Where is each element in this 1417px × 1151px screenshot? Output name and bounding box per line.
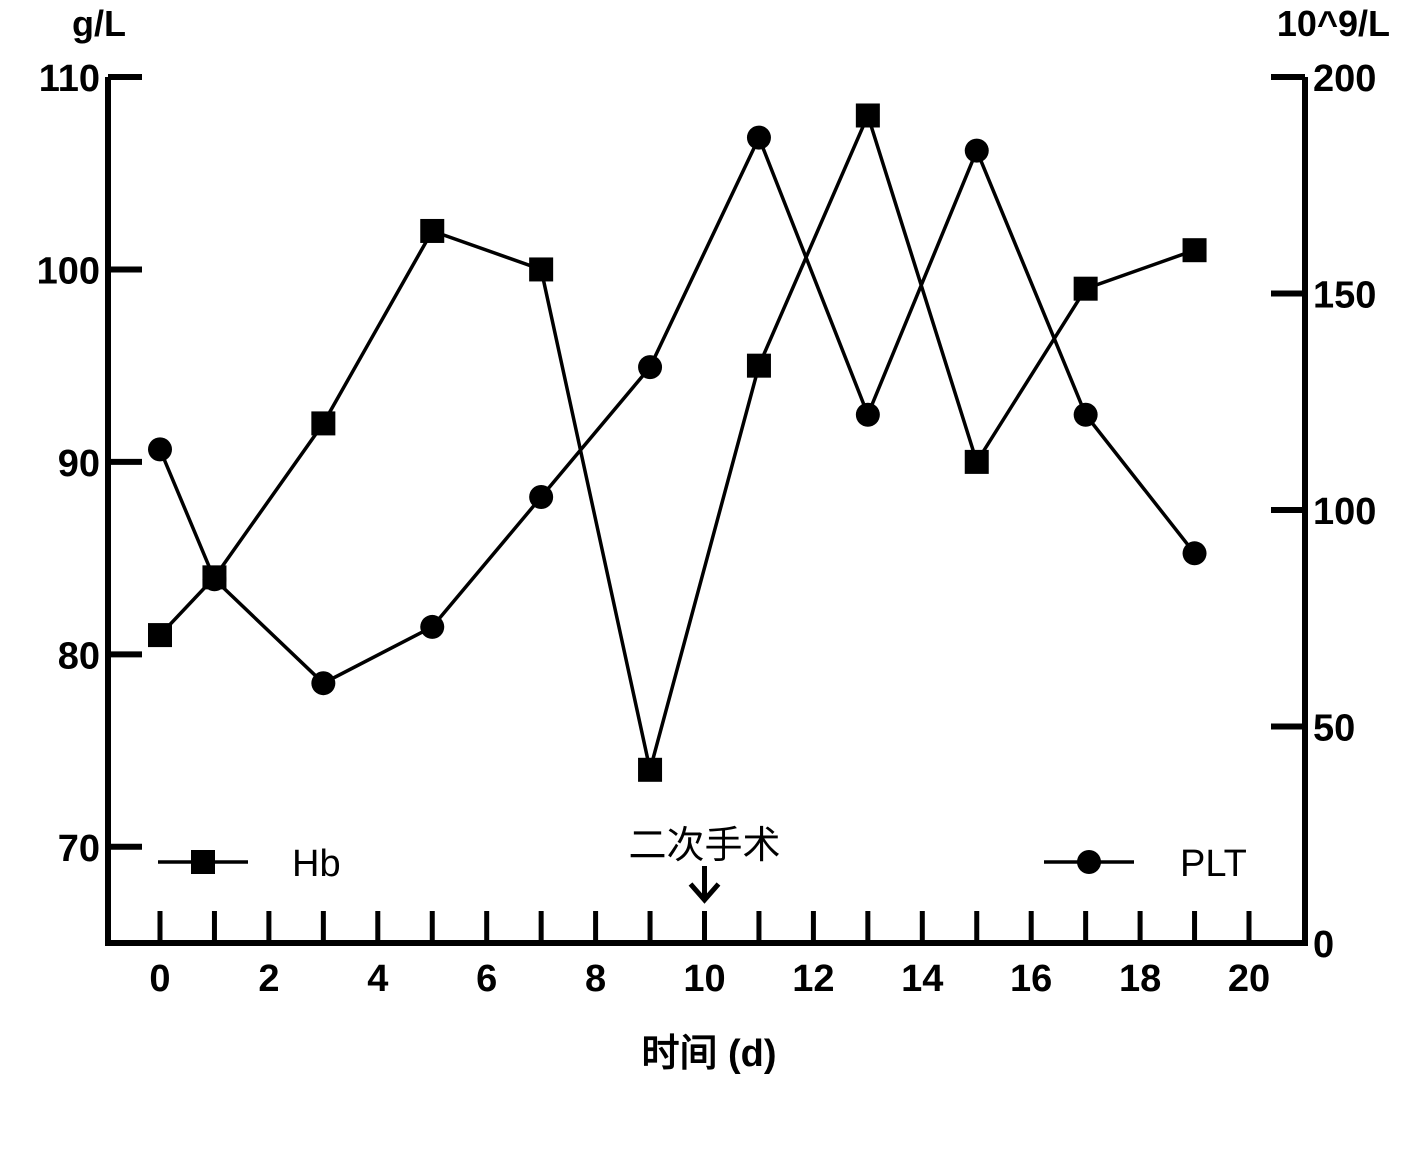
- data-point-hb: [529, 257, 554, 282]
- data-point-plt: [746, 125, 771, 150]
- x-tick-label: 6: [476, 958, 497, 1000]
- left-tick-label: 100: [37, 250, 100, 292]
- left-tick-label: 90: [58, 443, 100, 485]
- legend-label-hb: Hb: [292, 843, 341, 885]
- data-point-hb: [964, 449, 989, 474]
- data-point-hb: [1073, 276, 1098, 301]
- series-line-plt: [158, 133, 1196, 686]
- x-tick-label: 0: [149, 958, 170, 1000]
- left-tick-label: 70: [58, 828, 100, 870]
- data-point-plt: [1073, 402, 1098, 427]
- data-point-hb: [1182, 238, 1207, 263]
- data-point-plt: [420, 614, 445, 639]
- right-tick-label: 150: [1313, 275, 1376, 317]
- data-point-hb: [420, 218, 445, 243]
- x-tick-label: 2: [258, 958, 279, 1000]
- data-point-hb: [638, 757, 663, 782]
- left-unit-label: g/L: [72, 3, 126, 44]
- data-point-plt: [855, 402, 880, 427]
- series-line-hb: [158, 110, 1196, 771]
- data-point-plt: [529, 485, 554, 510]
- data-point-plt: [1182, 541, 1207, 566]
- data-point-plt: [638, 355, 663, 380]
- left-tick-label: 110: [39, 58, 100, 100]
- annotation-arrow-head: [688, 882, 721, 904]
- data-point-plt: [202, 567, 227, 592]
- x-tick-label: 8: [585, 958, 606, 1000]
- series: [148, 103, 1207, 782]
- x-tick-label: 20: [1228, 958, 1270, 1000]
- data-point-plt: [311, 671, 336, 696]
- x-axis-label: 时间 (d): [641, 1033, 776, 1075]
- right-tick-label: 100: [1313, 491, 1376, 533]
- data-point-hb: [148, 623, 172, 648]
- right-unit-label: 10^9/L: [1277, 3, 1390, 44]
- data-point-hb: [855, 103, 880, 128]
- data-point-hb: [746, 353, 771, 378]
- x-tick-label: 10: [683, 958, 725, 1000]
- data-point-plt: [964, 138, 989, 163]
- annotation-label: 二次手术: [628, 825, 780, 867]
- right-tick-label: 200: [1313, 58, 1376, 100]
- x-tick-label: 14: [901, 958, 943, 1000]
- left-tick-label: 80: [58, 635, 100, 677]
- legend-label-plt: PLT: [1180, 843, 1247, 885]
- legend-marker-plt: [1077, 850, 1101, 874]
- legend-marker-hb: [191, 850, 215, 874]
- x-tick-label: 4: [367, 958, 388, 1000]
- legend: Hb PLT: [158, 843, 1247, 885]
- x-tick-label: 18: [1119, 958, 1161, 1000]
- x-tick-label: 16: [1010, 958, 1052, 1000]
- right-tick-label: 50: [1313, 708, 1355, 750]
- x-tick-label: 12: [792, 958, 834, 1000]
- ticks: 70 80 90 100 110 0 50 100 150 200 0 2 4 6 8 10 12 14 16 18 2…: [37, 58, 1377, 1000]
- data-point-plt: [148, 437, 172, 462]
- data-point-hb: [311, 411, 336, 436]
- annotation: 二次手术: [628, 825, 781, 904]
- right-tick-label: 0: [1313, 924, 1334, 966]
